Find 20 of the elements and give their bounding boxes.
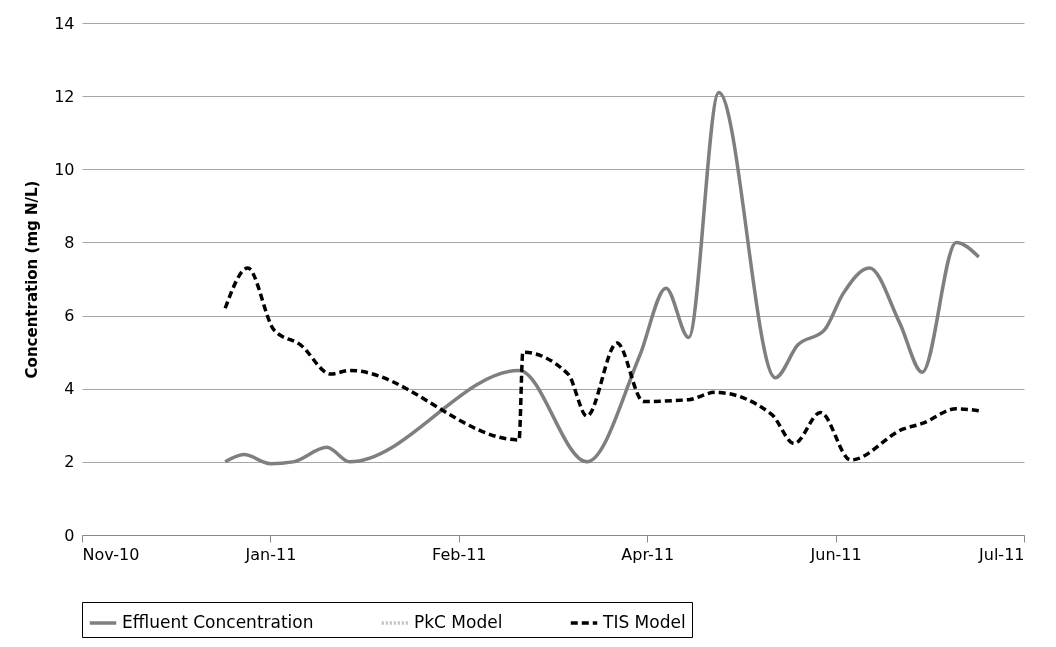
y-tick-label: 8: [64, 232, 75, 252]
line-series: [223, 90, 981, 466]
legend-label: Effluent Concentration: [122, 612, 314, 632]
legend-label: PkC Model: [414, 612, 503, 632]
y-axis-title: Concentration (mg N/L): [23, 180, 42, 379]
x-tick-label: Jul-11: [978, 544, 1025, 564]
y-tick-label: 12: [54, 86, 75, 106]
x-tick-label: Feb-11: [432, 544, 487, 564]
y-tick-label: 4: [64, 379, 75, 399]
y-tick-label: 2: [64, 452, 75, 472]
x-tick-label: Jun-11: [809, 544, 862, 564]
x-tick-label: Apr-11: [621, 544, 675, 564]
y-tick-label: 0: [64, 525, 75, 545]
y-tick-label: 6: [64, 306, 75, 326]
y-tick-label: 10: [54, 159, 75, 179]
y-tick-label: 14: [54, 13, 75, 33]
x-tick-label: Nov-10: [82, 544, 140, 564]
legend-label: TIS Model: [602, 612, 686, 632]
line-series: [223, 266, 981, 462]
x-tick-label: Jan-11: [244, 544, 297, 564]
